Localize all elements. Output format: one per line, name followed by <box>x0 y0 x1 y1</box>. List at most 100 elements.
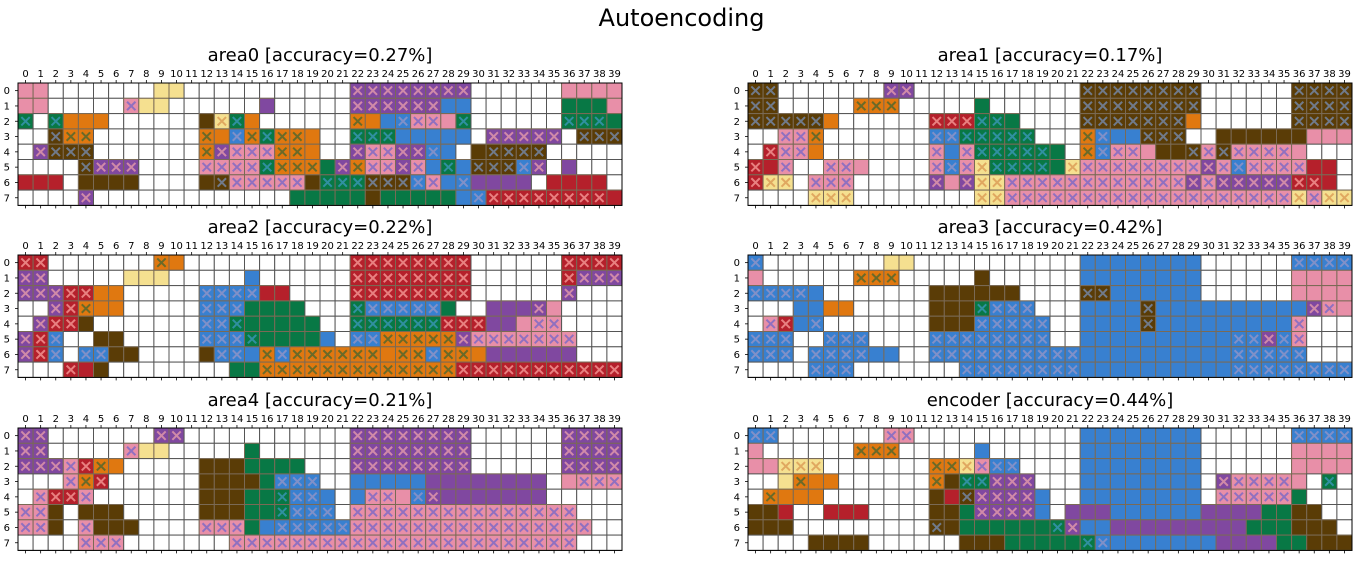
heatmap-cell <box>792 534 809 551</box>
heatmap-cell <box>989 269 1006 287</box>
heatmap-cell <box>1140 285 1157 302</box>
heatmap-cell <box>823 534 840 551</box>
heatmap-cell <box>244 113 261 130</box>
heatmap-cell <box>1064 315 1081 333</box>
x-tick-label: 9 <box>158 414 164 425</box>
heatmap-cell <box>1170 361 1187 378</box>
cross-marker <box>750 288 761 299</box>
heatmap-cell <box>530 427 548 444</box>
heatmap-cell <box>138 315 155 333</box>
heatmap-cell <box>958 427 975 444</box>
cross-marker <box>398 364 408 375</box>
cross-marker <box>458 116 469 127</box>
cross-marker <box>292 537 303 548</box>
cross-marker <box>96 476 106 487</box>
heatmap-cell <box>485 315 502 333</box>
x-tick-label: 12 <box>930 414 943 425</box>
heatmap-cell <box>1094 488 1111 506</box>
cross-marker <box>232 318 242 329</box>
heatmap-cell <box>183 346 200 363</box>
cross-marker <box>201 334 212 345</box>
cross-marker <box>549 522 559 533</box>
cross-marker <box>931 476 942 487</box>
cross-marker <box>992 303 1003 314</box>
cross-marker <box>1113 85 1123 96</box>
cross-marker <box>50 146 61 157</box>
x-tick-label: 20 <box>1051 414 1064 425</box>
heatmap-cell <box>1185 113 1202 130</box>
heatmap-cell <box>17 82 34 99</box>
heatmap-cell <box>1306 519 1323 536</box>
cross-marker <box>886 85 897 96</box>
heatmap-cell <box>974 82 991 99</box>
cross-marker <box>398 318 408 329</box>
heatmap-cell <box>898 143 915 161</box>
heatmap-cell <box>334 331 351 348</box>
heatmap-cell <box>530 174 548 191</box>
heatmap-cell <box>334 189 351 206</box>
cross-marker <box>1294 162 1305 173</box>
y-tick-label: 0 <box>734 258 740 269</box>
cross-marker <box>1324 476 1335 487</box>
heatmap-cell <box>364 473 381 490</box>
heatmap-cell <box>1049 269 1066 287</box>
cross-marker <box>458 257 469 268</box>
heatmap-cell <box>1109 473 1126 490</box>
x-tick-label: 3 <box>798 69 804 80</box>
cross-marker <box>564 461 575 472</box>
heatmap-cell <box>838 97 855 115</box>
heatmap-cell <box>838 427 855 444</box>
heatmap-cell <box>958 189 975 206</box>
heatmap-cell <box>1064 534 1081 551</box>
heatmap-cell <box>530 346 548 363</box>
heatmap-cell <box>1079 300 1096 317</box>
cross-marker <box>1128 85 1138 96</box>
heatmap-cell <box>153 346 170 363</box>
heatmap-cell <box>47 82 64 99</box>
heatmap-cell <box>228 442 245 460</box>
heatmap-cell <box>1306 473 1323 490</box>
heatmap-cell <box>138 113 155 130</box>
cross-marker <box>1052 349 1063 360</box>
cross-marker <box>1264 349 1274 360</box>
heatmap-cell <box>244 519 261 536</box>
heatmap-cell <box>168 300 185 317</box>
x-tick-label: 3 <box>68 69 74 80</box>
cross-marker <box>413 430 424 441</box>
cross-marker <box>564 507 575 518</box>
heatmap-cell <box>470 427 487 444</box>
cross-marker <box>609 476 620 487</box>
heatmap-cell <box>319 189 336 206</box>
heatmap-cell <box>183 442 200 460</box>
heatmap-cell <box>138 189 155 206</box>
cross-marker <box>322 177 333 188</box>
heatmap-cell <box>244 504 261 521</box>
x-tick-label: 29 <box>1187 69 1200 80</box>
heatmap-cell <box>198 504 215 521</box>
cross-marker <box>292 476 303 487</box>
heatmap-cell <box>470 82 487 99</box>
heatmap-cell <box>1079 519 1096 536</box>
heatmap-cell <box>319 458 336 475</box>
cross-marker <box>398 430 408 441</box>
heatmap-cell <box>943 442 960 460</box>
heatmap-cell <box>606 504 623 521</box>
heatmap-cell <box>913 143 930 161</box>
heatmap-cell <box>1125 519 1142 536</box>
heatmap-cell <box>515 285 532 302</box>
cross-marker <box>795 476 806 487</box>
cross-marker <box>992 146 1003 157</box>
cross-marker <box>1203 177 1214 188</box>
heatmap-cell <box>576 174 593 191</box>
heatmap-cell <box>792 254 809 271</box>
x-tick-label: 26 <box>412 414 425 425</box>
heatmap-cell <box>93 519 110 536</box>
heatmap-cell <box>93 174 110 191</box>
heatmap-cell <box>883 174 900 191</box>
heatmap-cell <box>32 82 49 99</box>
heatmap-cell <box>576 97 593 115</box>
heatmap-cell <box>440 488 457 506</box>
cross-marker <box>901 430 912 441</box>
cross-marker <box>367 318 378 329</box>
cross-marker <box>1173 192 1184 203</box>
